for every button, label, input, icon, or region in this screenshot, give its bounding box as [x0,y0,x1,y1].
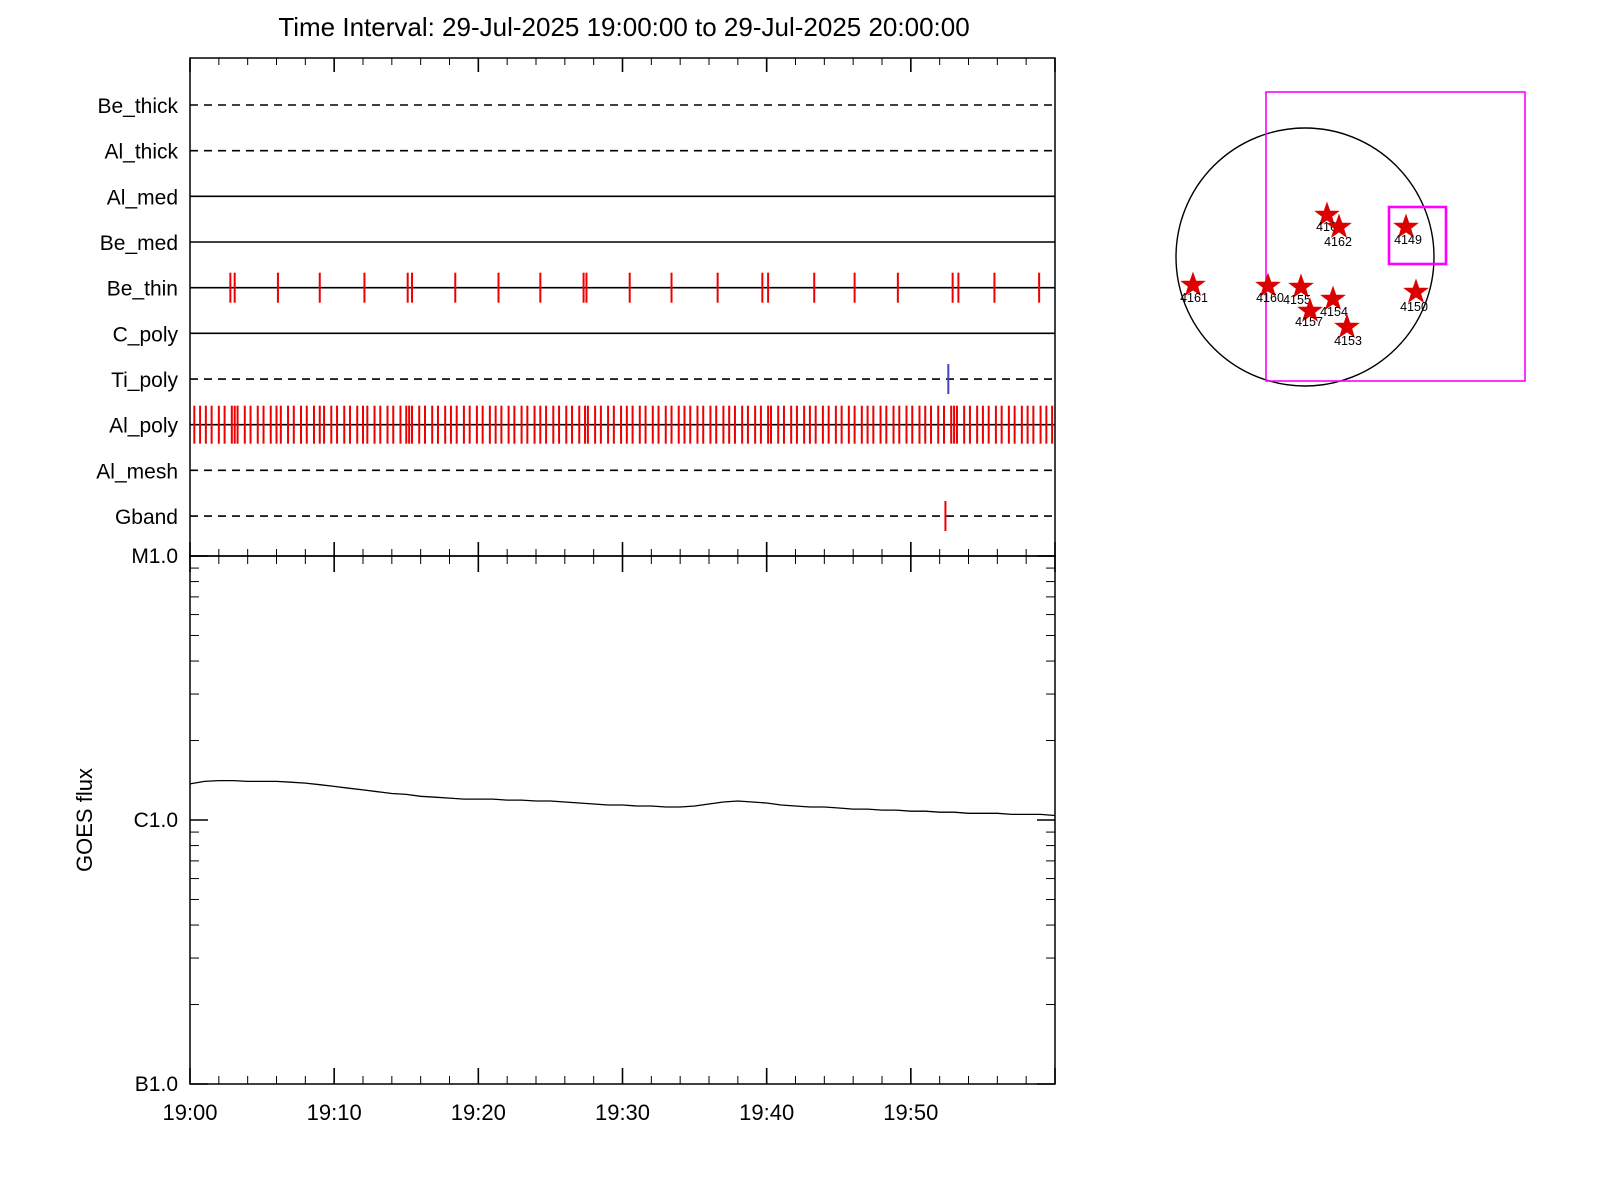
active-region-label-4155: 4155 [1283,293,1311,307]
active-region-star-4162 [1326,213,1352,238]
timeline-panel-frame [189,57,1056,557]
active-region-label-4154: 4154 [1320,305,1348,319]
active-region-star-4160 [1255,272,1281,297]
channel-label-Gband: Gband [115,506,178,529]
x-tick-label-19:20: 19:20 [451,1100,506,1125]
active-region-star-4161 [1180,271,1206,296]
active-region-label-4153: 4153 [1334,334,1362,348]
x-tick-label-19:00: 19:00 [162,1100,217,1125]
channel-label-Ti_poly: Ti_poly [111,369,178,392]
active-region-star-4149 [1393,213,1419,238]
active-region-star-4155 [1288,273,1314,298]
active-region-star-4154 [1320,285,1346,310]
page-title: Time Interval: 29-Jul-2025 19:00:00 to 2… [278,12,970,42]
goes-y-axis-title: GOES flux [72,768,97,872]
goes-flux-curve [189,779,1056,817]
solar-disk-limb [1175,127,1435,387]
goes-panel-frame [189,555,1056,1085]
y-tick-label-B1.0: B1.0 [135,1073,178,1096]
channel-label-C_poly: C_poly [113,323,179,346]
channel-label-Al_thick: Al_thick [104,141,178,164]
active-region-star-4157 [1297,297,1323,322]
active-region-star-4163 [1314,201,1340,226]
channel-label-Al_med: Al_med [107,186,178,209]
active-region-label-4149: 4149 [1394,233,1422,247]
active-region-label-4162: 4162 [1324,235,1352,249]
channel-label-Be_med: Be_med [100,232,178,255]
active-region-star-4150 [1403,278,1429,303]
active-region-label-4161: 4161 [1180,291,1208,305]
fov-box-2 [1387,205,1448,266]
x-tick-label-19:40: 19:40 [739,1100,794,1125]
x-tick-label-19:50: 19:50 [883,1100,938,1125]
active-region-label-4150: 4150 [1400,300,1428,314]
active-region-label-4160: 4160 [1256,291,1284,305]
fov-box-1 [1265,91,1526,382]
channel-label-Al_mesh: Al_mesh [96,460,178,483]
channel-label-Al_poly: Al_poly [109,415,178,438]
y-tick-label-M1.0: M1.0 [131,545,178,568]
x-tick-label-19:30: 19:30 [595,1100,650,1125]
y-tick-label-C1.0: C1.0 [134,809,178,832]
channel-label-Be_thick: Be_thick [97,95,178,118]
active-region-star-4153 [1334,313,1360,338]
channel-label-Be_thin: Be_thin [107,278,178,301]
x-tick-label-19:10: 19:10 [307,1100,362,1125]
active-region-label-4157: 4157 [1295,315,1323,329]
